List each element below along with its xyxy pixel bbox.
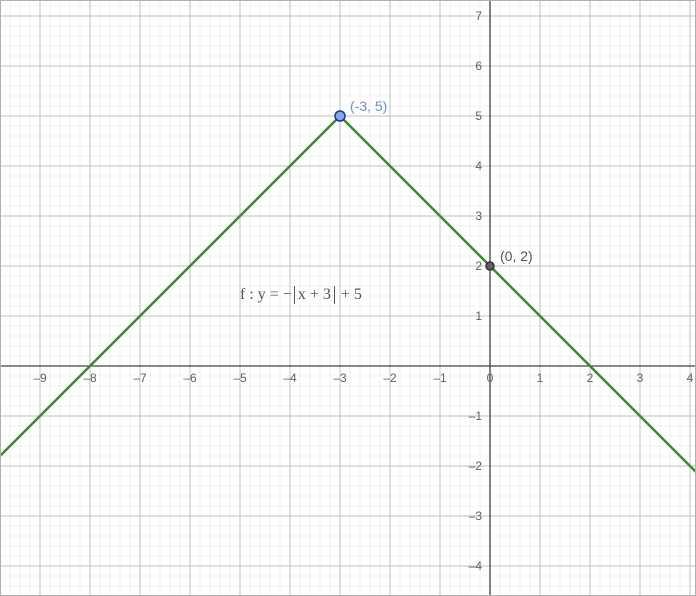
function-equation-label: f : y = −x + 3 + 5 (240, 286, 362, 304)
svg-text:1: 1 (475, 309, 482, 323)
point-label-0: (-3, 5) (350, 98, 387, 114)
svg-text:–1: –1 (469, 409, 483, 423)
svg-text:–4: –4 (283, 371, 297, 385)
svg-text:4: 4 (687, 371, 694, 385)
svg-text:–9: –9 (33, 371, 47, 385)
svg-text:–1: –1 (433, 371, 447, 385)
svg-text:5: 5 (475, 109, 482, 123)
svg-text:3: 3 (637, 371, 644, 385)
svg-text:–4: –4 (469, 559, 483, 573)
svg-text:–2: –2 (469, 459, 483, 473)
svg-text:6: 6 (475, 59, 482, 73)
svg-text:–8: –8 (83, 371, 97, 385)
equation-abs: x + 3 (294, 286, 335, 304)
svg-text:1: 1 (537, 371, 544, 385)
svg-text:–7: –7 (133, 371, 147, 385)
svg-text:2: 2 (587, 371, 594, 385)
chart-container: –9 –8 –7 –6 –5 –4 –3 –2 –1 0 1 2 3 4 –4 –3 –2 –1 1 2 3 4 5 6 7 f… (0, 0, 696, 596)
svg-text:0: 0 (487, 371, 494, 385)
svg-text:–3: –3 (469, 509, 483, 523)
equation-neg: − (283, 286, 292, 303)
svg-text:–5: –5 (233, 371, 247, 385)
svg-text:2: 2 (475, 259, 482, 273)
svg-text:7: 7 (475, 9, 482, 23)
equation-plus: + 5 (337, 286, 362, 303)
svg-text:–6: –6 (183, 371, 197, 385)
svg-text:3: 3 (475, 209, 482, 223)
svg-text:–3: –3 (333, 371, 347, 385)
point-label-1: (0, 2) (500, 248, 533, 264)
svg-text:4: 4 (475, 159, 482, 173)
equation-prefix: f : (240, 286, 258, 303)
equation-lhs: y = (258, 286, 283, 303)
svg-text:–2: –2 (383, 371, 397, 385)
